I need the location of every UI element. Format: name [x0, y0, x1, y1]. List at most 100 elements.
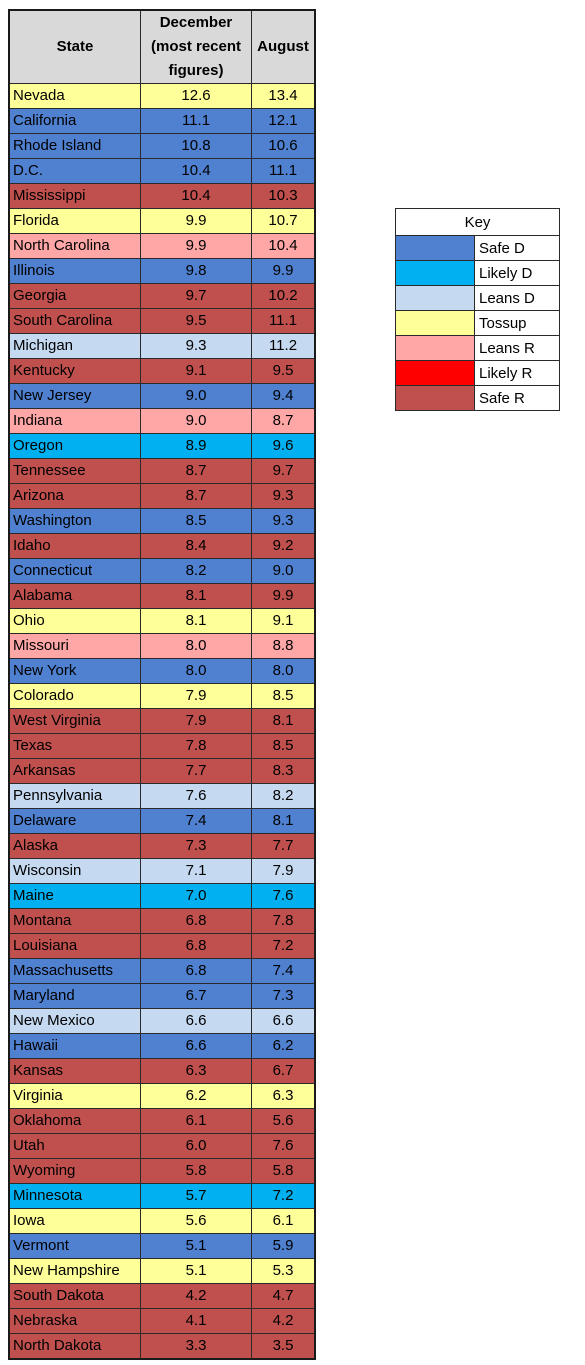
- key-swatch: [395, 385, 475, 411]
- key-swatch: [395, 285, 475, 311]
- august-cell: 8.7: [251, 408, 316, 434]
- state-cell: Hawaii: [8, 1033, 141, 1059]
- table-row: Texas 7.8 8.5: [8, 733, 316, 759]
- key-label: Safe R: [474, 385, 560, 411]
- august-cell: 9.9: [251, 258, 316, 284]
- table-row: Rhode Island 10.8 10.6: [8, 133, 316, 159]
- table-row: Louisiana 6.8 7.2: [8, 933, 316, 959]
- table-body: Nevada 12.6 13.4 California 11.1 12.1 Rhode Is…: [8, 83, 316, 1360]
- december-cell: 10.4: [140, 158, 252, 184]
- table-row: Georgia 9.7 10.2: [8, 283, 316, 309]
- state-cell: Delaware: [8, 808, 141, 834]
- table-row: Maine 7.0 7.6: [8, 883, 316, 909]
- december-cell: 8.7: [140, 458, 252, 484]
- state-cell: Indiana: [8, 408, 141, 434]
- state-cell: New Mexico: [8, 1008, 141, 1034]
- august-cell: 5.6: [251, 1108, 316, 1134]
- august-cell: 9.3: [251, 508, 316, 534]
- december-cell: 6.6: [140, 1008, 252, 1034]
- august-cell: 9.2: [251, 533, 316, 559]
- state-cell: Maine: [8, 883, 141, 909]
- key-row: Safe D: [395, 235, 560, 261]
- august-cell: 8.5: [251, 683, 316, 709]
- state-cell: Louisiana: [8, 933, 141, 959]
- state-cell: Tennessee: [8, 458, 141, 484]
- august-cell: 4.2: [251, 1308, 316, 1334]
- december-cell: 4.2: [140, 1283, 252, 1309]
- december-cell: 7.7: [140, 758, 252, 784]
- key-label: Tossup: [474, 310, 560, 336]
- state-cell: Arkansas: [8, 758, 141, 784]
- table-row: North Carolina 9.9 10.4: [8, 233, 316, 259]
- table-row: Montana 6.8 7.8: [8, 908, 316, 934]
- key-row: Leans D: [395, 285, 560, 311]
- august-cell: 8.1: [251, 708, 316, 734]
- table-row: Massachusetts 6.8 7.4: [8, 958, 316, 984]
- key-swatch: [395, 310, 475, 336]
- table-row: South Carolina 9.5 11.1: [8, 308, 316, 334]
- august-cell: 9.6: [251, 433, 316, 459]
- table-row: Oklahoma 6.1 5.6: [8, 1108, 316, 1134]
- august-cell: 7.3: [251, 983, 316, 1009]
- table-row: Delaware 7.4 8.1: [8, 808, 316, 834]
- state-cell: New Hampshire: [8, 1258, 141, 1284]
- state-cell: California: [8, 108, 141, 134]
- table-row: Nevada 12.6 13.4: [8, 83, 316, 109]
- december-cell: 8.4: [140, 533, 252, 559]
- december-cell: 7.1: [140, 858, 252, 884]
- august-cell: 6.1: [251, 1208, 316, 1234]
- december-cell: 4.1: [140, 1308, 252, 1334]
- state-cell: Georgia: [8, 283, 141, 309]
- august-cell: 8.5: [251, 733, 316, 759]
- table-row: Illinois 9.8 9.9: [8, 258, 316, 284]
- table-row: Minnesota 5.7 7.2: [8, 1183, 316, 1209]
- table-row: Mississippi 10.4 10.3: [8, 183, 316, 209]
- december-cell: 3.3: [140, 1333, 252, 1360]
- august-cell: 11.1: [251, 158, 316, 184]
- table-row: Idaho 8.4 9.2: [8, 533, 316, 559]
- state-cell: Kentucky: [8, 358, 141, 384]
- state-cell: North Carolina: [8, 233, 141, 259]
- december-cell: 8.1: [140, 583, 252, 609]
- august-cell: 7.6: [251, 883, 316, 909]
- august-cell: 9.3: [251, 483, 316, 509]
- state-cell: Maryland: [8, 983, 141, 1009]
- august-cell: 11.1: [251, 308, 316, 334]
- december-cell: 5.1: [140, 1258, 252, 1284]
- table-row: Kentucky 9.1 9.5: [8, 358, 316, 384]
- state-cell: Ohio: [8, 608, 141, 634]
- table-row: Missouri 8.0 8.8: [8, 633, 316, 659]
- table-row: Tennessee 8.7 9.7: [8, 458, 316, 484]
- august-cell: 10.2: [251, 283, 316, 309]
- table-row: South Dakota 4.2 4.7: [8, 1283, 316, 1309]
- august-cell: 9.0: [251, 558, 316, 584]
- august-cell: 10.6: [251, 133, 316, 159]
- table-row: Florida 9.9 10.7: [8, 208, 316, 234]
- state-cell: Arizona: [8, 483, 141, 509]
- header-december-line-1: December: [159, 14, 233, 31]
- table-row: Oregon 8.9 9.6: [8, 433, 316, 459]
- table-row: Michigan 9.3 11.2: [8, 333, 316, 359]
- august-cell: 7.2: [251, 1183, 316, 1209]
- state-cell: Rhode Island: [8, 133, 141, 159]
- header-row: State December (most recent figures) Aug…: [8, 9, 316, 84]
- state-cell: South Dakota: [8, 1283, 141, 1309]
- state-cell: Connecticut: [8, 558, 141, 584]
- december-cell: 7.8: [140, 733, 252, 759]
- table-row: Virginia 6.2 6.3: [8, 1083, 316, 1109]
- table-row: New Jersey 9.0 9.4: [8, 383, 316, 409]
- key-label: Likely D: [474, 260, 560, 286]
- december-cell: 7.0: [140, 883, 252, 909]
- table-row: Pennsylvania 7.6 8.2: [8, 783, 316, 809]
- table-row: Wisconsin 7.1 7.9: [8, 858, 316, 884]
- august-cell: 6.3: [251, 1083, 316, 1109]
- state-cell: Illinois: [8, 258, 141, 284]
- state-cell: Nevada: [8, 83, 141, 109]
- key-row: Likely R: [395, 360, 560, 386]
- state-cell: Texas: [8, 733, 141, 759]
- key-body: Safe D Likely D Leans D Tossup Leans R Likely…: [395, 235, 560, 411]
- table-row: Ohio 8.1 9.1: [8, 608, 316, 634]
- december-cell: 8.9: [140, 433, 252, 459]
- state-cell: West Virginia: [8, 708, 141, 734]
- key-swatch: [395, 335, 475, 361]
